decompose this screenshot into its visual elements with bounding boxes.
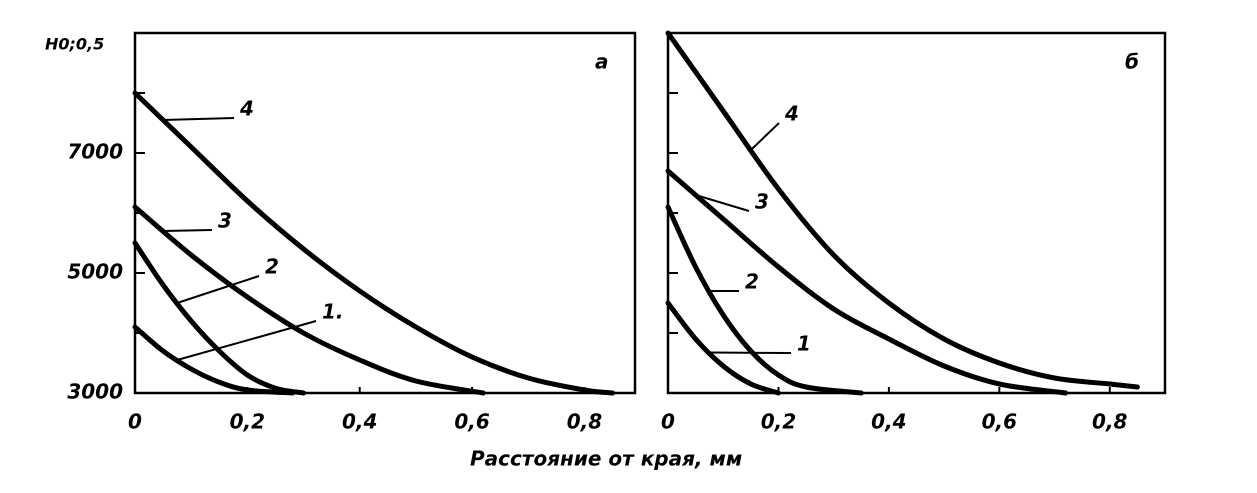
leader-line [176, 320, 317, 361]
x-tick-label: 0,6 [982, 410, 1018, 434]
series-label: 1. [322, 300, 344, 324]
panel-label: б [1125, 50, 1139, 74]
curve [132, 324, 295, 396]
series-label: 3 [755, 190, 769, 214]
curve [665, 30, 1140, 390]
series-label: 3 [218, 209, 232, 233]
y-tick-label: 7000 [67, 140, 123, 164]
x-tick-label: 0,4 [871, 410, 906, 434]
leader-line [163, 229, 213, 232]
curve [665, 168, 1069, 396]
y-axis-label: H0;0,5 [45, 35, 104, 54]
x-tick-label: 0,2 [761, 410, 796, 434]
x-tick-label: 0 [661, 410, 675, 434]
curve [665, 300, 781, 396]
x-tick-label: 0,4 [342, 410, 377, 434]
leader-line [695, 194, 750, 212]
curve [665, 204, 864, 396]
x-tick-label: 0,8 [567, 410, 603, 434]
y-tick-label: 5000 [67, 260, 123, 284]
x-axis-label: Расстояние от края, мм [470, 447, 742, 471]
series-label: 4 [784, 102, 799, 126]
series-label: 1 [797, 332, 811, 356]
curve [132, 90, 616, 396]
leader-line [163, 117, 235, 121]
series-label: 4 [239, 97, 254, 121]
series-label: 2 [265, 255, 279, 279]
x-tick-label: 0,8 [1092, 410, 1128, 434]
leader-line [709, 351, 792, 354]
leader-line [176, 275, 260, 304]
series-label: 2 [745, 270, 759, 294]
curve [132, 204, 486, 396]
x-tick-label: 0,2 [230, 410, 265, 434]
y-tick-label: 3000 [67, 380, 123, 404]
x-tick-label: 0 [128, 410, 142, 434]
x-tick-label: 0,6 [454, 410, 490, 434]
leader-line [750, 122, 780, 151]
panel-label: а [595, 50, 609, 74]
curve [132, 240, 307, 396]
